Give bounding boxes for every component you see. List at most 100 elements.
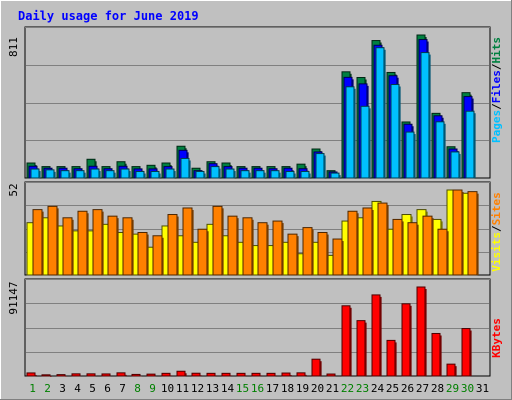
bar-pages [165,168,175,179]
bar-kbytes [266,372,276,377]
x-tick-label: 10 [161,382,174,395]
bar-sites [197,228,208,276]
x-tick-label: 25 [386,382,399,395]
legend-hits: Hits [490,37,503,64]
bar-pages [285,170,295,179]
panel-frame [24,278,491,377]
x-tick-label: 4 [74,382,81,395]
x-tick-label: 5 [89,382,96,395]
bar-pages [315,153,325,179]
x-tick-label: 16 [251,382,264,395]
x-tick-label: 29 [446,382,459,395]
bar-pages [45,169,55,179]
bar-sites [422,215,433,276]
bar-sites [377,202,388,276]
bar-sites [152,235,163,276]
bar-sites [392,218,403,276]
bar-kbytes [446,363,456,377]
x-tick-label: 7 [119,382,126,395]
bar-kbytes [131,373,141,377]
bar-kbytes [101,373,111,377]
x-tick-label: 12 [191,382,204,395]
bar-sites [272,220,283,276]
chart-title: Daily usage for June 2019 [18,9,199,23]
bar-pages [90,168,100,179]
bar-pages [240,170,250,179]
bar-sites [137,232,148,276]
x-axis-labels: 1 2 3 4 5 6 7 8 9 10 11 12 13 14 15 16 17 18 19 20 21 22 23 24 2… [29,382,489,395]
bar-pages [210,166,220,179]
bar-kbytes [71,373,81,377]
legend-files: Files [490,70,503,103]
x-tick-label: 23 [356,382,369,395]
x-tick-label: 20 [311,382,324,395]
x-tick-label: 14 [221,382,235,395]
bar-sites [242,217,253,276]
bar-pages [405,131,415,179]
bar-sites [77,210,88,276]
bar-kbytes [311,358,321,377]
bar-sites [167,214,178,276]
x-tick-label: 9 [149,382,156,395]
bar-kbytes [206,372,216,377]
bar-kbytes [176,370,186,377]
x-tick-label: 2 [44,382,51,395]
panel-3: 91147 KBytes [7,278,503,377]
legend-separator: / [490,225,503,232]
bar-sites [362,207,373,276]
bar-pages [390,84,400,179]
bar-kbytes [431,332,441,377]
x-tick-label: 11 [176,382,189,395]
bar-pages [180,157,190,179]
series-sites [32,189,479,276]
bar-pages [330,172,340,179]
panel-2: 52 Visits/Sites [7,181,503,276]
legend-text: Pages/Files/Hits [490,37,503,143]
bar-sites [257,222,268,276]
bar-sites [287,233,298,276]
y-max-label: 91147 [7,281,20,314]
x-tick-label: 30 [461,382,474,395]
y-max-label: 52 [7,183,20,196]
chart-panels: 811Pages/Files/Hits52Visits/Sites91147KB… [7,26,503,377]
x-tick-label: 28 [431,382,444,395]
legend-3: KBytes [490,318,503,358]
x-tick-label: 13 [206,382,219,395]
x-tick-label: 27 [416,382,429,395]
bar-kbytes [416,286,426,377]
legend-pages: Pages [490,110,503,143]
bar-kbytes [221,372,231,377]
bar-sites [122,217,133,276]
bar-pages [60,170,70,179]
bar-sites [302,227,313,276]
bar-pages [225,168,235,179]
legend-text: Visits/Sites [490,192,503,272]
x-tick-label: 18 [281,382,294,395]
x-tick-label: 8 [134,382,141,395]
bar-kbytes [146,373,156,377]
bar-kbytes [251,372,261,377]
bar-kbytes [326,373,336,377]
x-tick-label: 24 [371,382,385,395]
bar-pages [30,168,40,179]
bar-kbytes [401,303,411,377]
bar-pages [450,151,460,179]
bar-kbytes [371,294,381,377]
bar-kbytes [281,372,291,377]
x-tick-label: 19 [296,382,309,395]
legend-visits: Visits [490,232,503,272]
bar-sites [437,228,448,276]
legend-separator: / [490,103,503,110]
bar-pages [270,170,280,179]
bar-sites [92,209,103,276]
x-tick-label: 22 [341,382,354,395]
legend-2: Visits/Sites [490,192,503,272]
x-tick-label: 6 [104,382,111,395]
bar-pages [135,170,145,179]
legend-separator: / [490,63,503,70]
bar-sites [47,205,58,276]
bar-pages [150,170,160,179]
x-tick-label: 1 [29,382,36,395]
bar-sites [332,238,343,276]
